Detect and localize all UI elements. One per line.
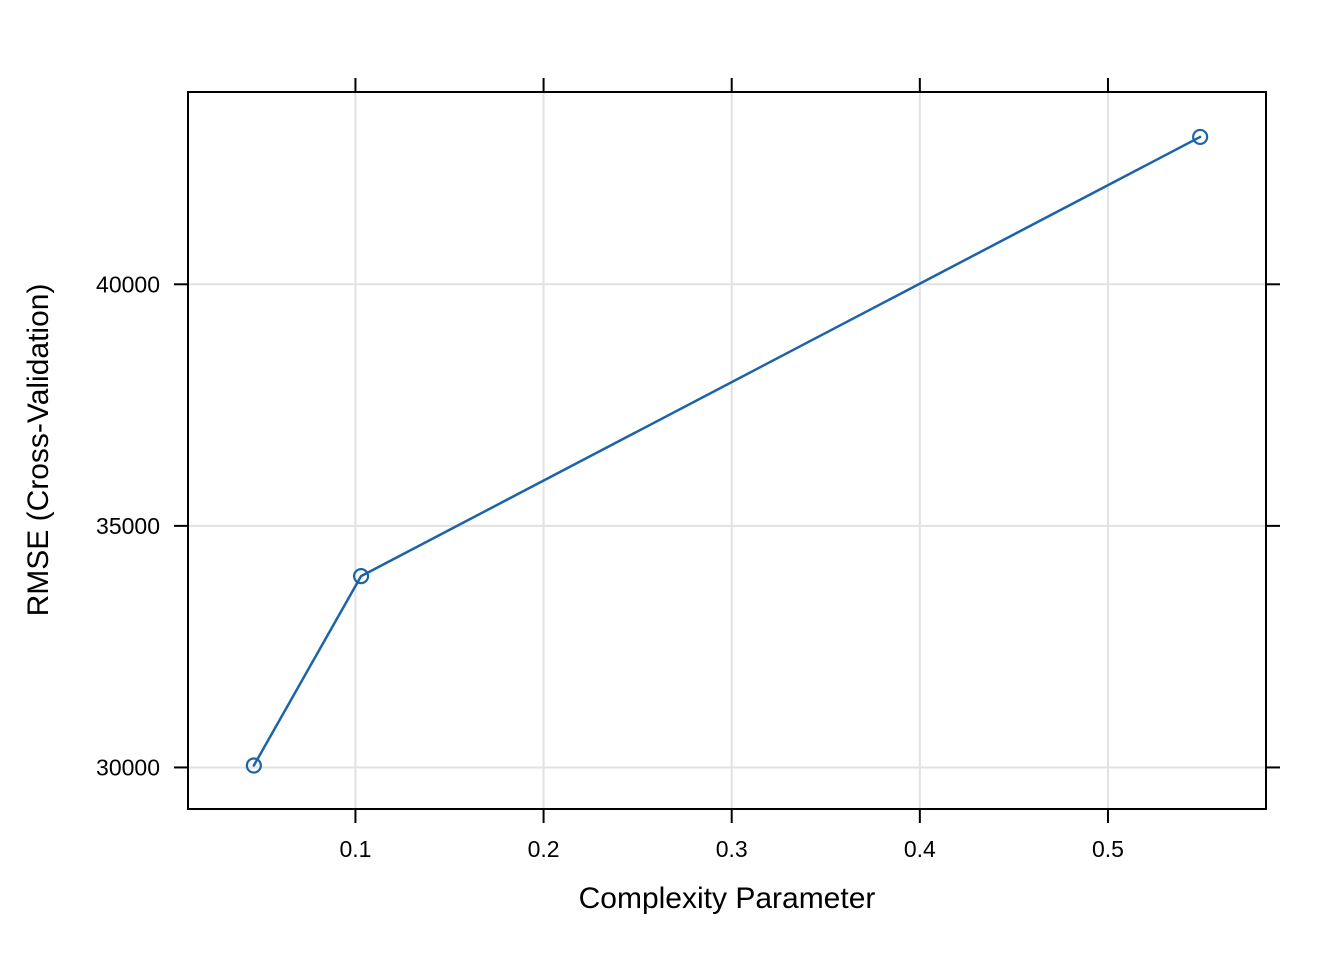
gridlines — [188, 92, 1266, 809]
y-tick-label: 35000 — [96, 513, 160, 539]
data-point-marker — [1192, 128, 1209, 146]
x-tick-label: 0.5 — [1092, 836, 1124, 862]
y-tick-label: 40000 — [96, 271, 160, 297]
axis-ticks — [174, 78, 1280, 823]
data-series-line — [245, 128, 1209, 774]
y-tick-label: 30000 — [96, 754, 160, 780]
plot-border — [187, 91, 1267, 810]
x-tick-label: 0.4 — [904, 836, 936, 862]
tick-labels: 0.1 0.2 0.3 0.4 0.5 30000 35000 40000 — [96, 271, 1124, 862]
x-tick-label: 0.3 — [716, 836, 748, 862]
x-tick-label: 0.2 — [528, 836, 560, 862]
x-tick-label: 0.1 — [339, 836, 371, 862]
series-line — [252, 135, 1202, 767]
x-axis-label: Complexity Parameter — [579, 882, 876, 915]
data-point-marker — [352, 568, 370, 585]
y-axis-label: RMSE (Cross-Validation) — [22, 284, 55, 617]
plot-frame — [187, 91, 1267, 810]
data-point-marker — [245, 757, 262, 774]
